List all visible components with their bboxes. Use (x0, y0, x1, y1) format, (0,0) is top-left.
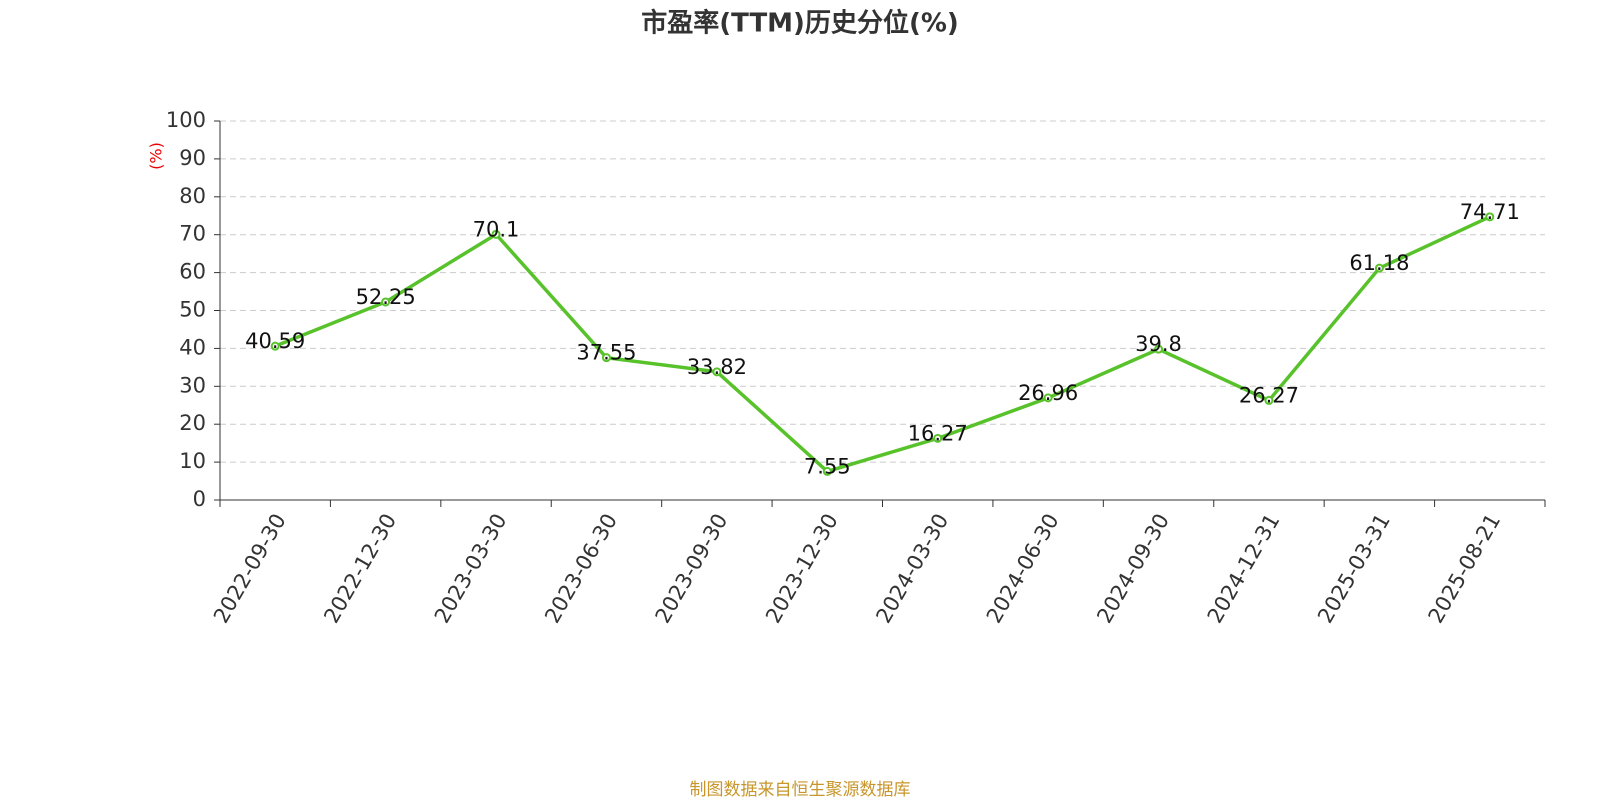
chart-title: 市盈率(TTM)历史分位(%) (641, 8, 959, 39)
x-tick-label: 2023-03-30 (430, 510, 512, 628)
point (933, 433, 943, 443)
point (601, 353, 611, 363)
data-label: 70.1 (473, 217, 520, 241)
data-label: 39.8 (1135, 332, 1182, 356)
point (1485, 212, 1495, 222)
data-label: 37.55 (576, 341, 636, 365)
point (1154, 344, 1164, 354)
point (712, 367, 722, 377)
y-tick-label: 80 (179, 184, 206, 208)
source-note: 制图数据来自恒生聚源数据库 (690, 780, 911, 800)
y-tick-label: 20 (179, 411, 206, 435)
y-tick-label: 30 (179, 373, 206, 397)
data-label: 74.71 (1460, 200, 1520, 224)
data-label: 33.82 (687, 355, 747, 379)
point (1374, 263, 1384, 273)
point (1264, 395, 1274, 405)
data-label: 7.55 (804, 454, 851, 478)
point (270, 341, 280, 351)
x-tick-label: 2023-12-30 (761, 510, 843, 628)
x-tick-label: 2023-09-30 (651, 510, 733, 628)
data-label: 40.59 (245, 329, 305, 353)
data-label: 26.27 (1239, 383, 1299, 407)
y-tick-label: 50 (179, 298, 206, 322)
y-tick-label: 10 (179, 449, 206, 473)
data-label: 52.25 (356, 285, 416, 309)
x-tick-label: 2024-12-31 (1203, 510, 1285, 628)
y-tick-label: 60 (179, 260, 206, 284)
x-tick-label: 2024-06-30 (982, 510, 1064, 628)
point (1043, 393, 1053, 403)
data-label: 61.18 (1349, 251, 1409, 275)
x-tick-label: 2024-03-30 (871, 510, 953, 628)
x-tick-label: 2022-12-30 (319, 510, 401, 628)
x-tick-label: 2023-06-30 (540, 510, 622, 628)
x-tick-label: 2024-09-30 (1092, 510, 1174, 628)
x-tick-label: 2025-08-21 (1424, 510, 1506, 628)
data-label: 16.27 (908, 421, 968, 445)
line (274, 215, 1491, 474)
data-label: 26.96 (1018, 381, 1078, 405)
x-tick-label: 2022-09-30 (209, 510, 291, 628)
point (381, 297, 391, 307)
y-axis-label: (%) (147, 142, 166, 170)
y-tick-label: 90 (179, 146, 206, 170)
y-tick-label: 100 (166, 108, 206, 132)
x-tick-label: 2025-03-31 (1313, 510, 1395, 628)
y-tick-label: 70 (179, 222, 206, 246)
y-tick-label: 0 (193, 487, 206, 511)
y-tick-label: 40 (179, 335, 206, 359)
point (822, 466, 832, 476)
point (491, 229, 501, 239)
